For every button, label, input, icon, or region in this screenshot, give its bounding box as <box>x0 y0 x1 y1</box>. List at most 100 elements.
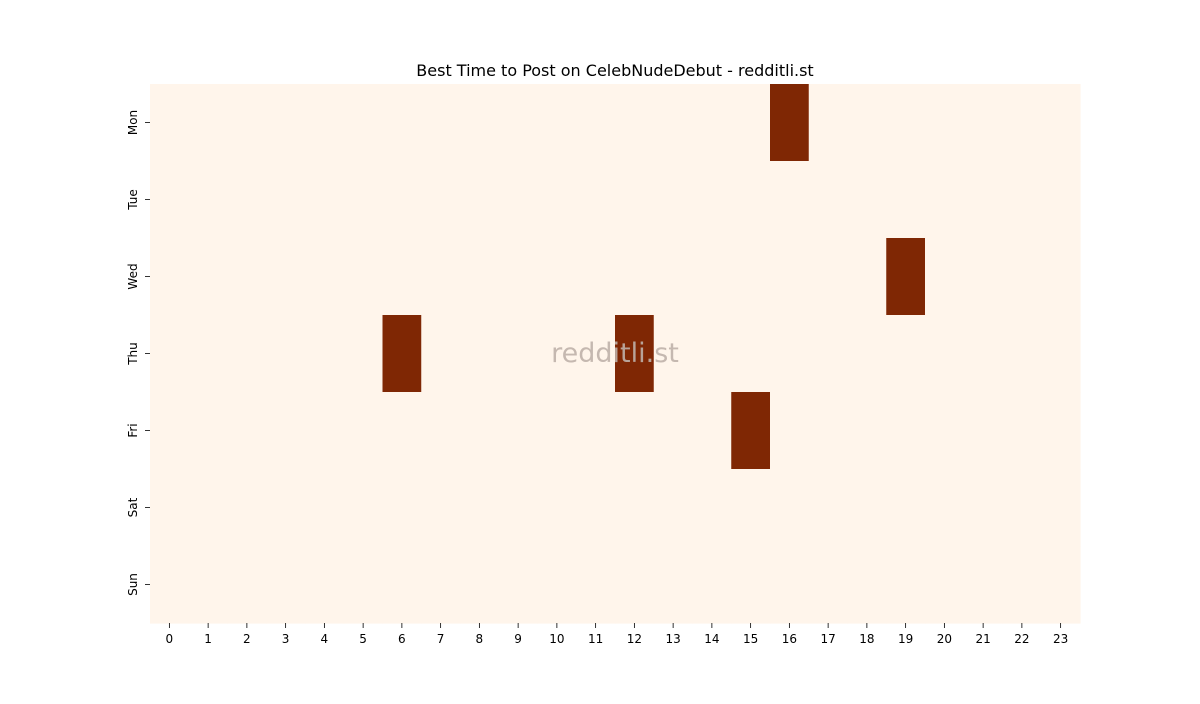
heatmap-cell-thu-18 <box>847 315 887 393</box>
heatmap-cell-wed-20 <box>925 238 965 316</box>
x-tick-label: 4 <box>321 632 329 646</box>
heatmap-cell-tue-18 <box>847 161 887 239</box>
heatmap-cell-fri-19 <box>886 392 926 470</box>
heatmap-cell-sun-14 <box>692 546 732 624</box>
heatmap-cell-mon-7 <box>421 84 461 162</box>
heatmap-cell-thu-11 <box>576 315 616 393</box>
heatmap-cell-sat-8 <box>460 469 500 547</box>
heatmap-cell-tue-13 <box>653 161 694 239</box>
heatmap-cell-sun-7 <box>421 546 461 624</box>
x-tick-label: 9 <box>514 632 522 646</box>
heatmap-cell-sun-17 <box>808 546 849 624</box>
heatmap-cell-sun-3 <box>266 546 306 624</box>
heatmap-cell-mon-20 <box>925 84 965 162</box>
heatmap-cell-sat-6 <box>382 469 422 547</box>
heatmap-cell-sun-11 <box>576 546 616 624</box>
heatmap-cell-mon-2 <box>227 84 267 162</box>
y-tick-label: Mon <box>126 110 140 135</box>
x-tick-label: 21 <box>975 632 990 646</box>
heatmap-cell-thu-10 <box>537 315 577 393</box>
heatmap-cell-sat-12 <box>615 469 655 547</box>
x-tick-label: 8 <box>476 632 484 646</box>
heatmap-cell-sun-16 <box>770 546 810 624</box>
heatmap-cell-fri-20 <box>925 392 965 470</box>
heatmap-cell-wed-2 <box>227 238 267 316</box>
heatmap-cell-tue-15 <box>731 161 771 239</box>
heatmap-cell-tue-0 <box>150 161 190 239</box>
heatmap-cell-sat-2 <box>227 469 267 547</box>
heatmap-cell-mon-5 <box>343 84 384 162</box>
heatmap-cell-sat-7 <box>421 469 461 547</box>
heatmap-cell-fri-16 <box>770 392 810 470</box>
x-tick-label: 3 <box>282 632 290 646</box>
heatmap-cell-tue-6 <box>382 161 422 239</box>
heatmap-cell-wed-1 <box>188 238 229 316</box>
heatmap-cell-fri-17 <box>808 392 849 470</box>
heatmap-cell-fri-6 <box>382 392 422 470</box>
heatmap-cell-wed-7 <box>421 238 461 316</box>
heatmap-cell-mon-23 <box>1041 84 1081 162</box>
heatmap-cell-mon-18 <box>847 84 887 162</box>
heatmap-cell-thu-2 <box>227 315 267 393</box>
heatmap-cell-fri-10 <box>537 392 577 470</box>
heatmap-cell-wed-15 <box>731 238 771 316</box>
x-tick-label: 11 <box>588 632 603 646</box>
heatmap-cell-sun-22 <box>1002 546 1042 624</box>
heatmap-cell-fri-22 <box>1002 392 1042 470</box>
heatmap-cell-mon-21 <box>963 84 1004 162</box>
heatmap-cell-fri-3 <box>266 392 306 470</box>
heatmap-cell-tue-17 <box>808 161 849 239</box>
heatmap-cell-sat-16 <box>770 469 810 547</box>
heatmap-cell-fri-15 <box>731 392 771 470</box>
heatmap-cell-mon-14 <box>692 84 732 162</box>
heatmap-cell-wed-10 <box>537 238 577 316</box>
y-tick-label: Wed <box>126 263 140 289</box>
heatmap-cell-wed-8 <box>460 238 500 316</box>
heatmap-cell-mon-6 <box>382 84 422 162</box>
heatmap-cell-mon-10 <box>537 84 577 162</box>
heatmap-cell-tue-5 <box>343 161 384 239</box>
x-tick-label: 6 <box>398 632 406 646</box>
heatmap-cell-sun-13 <box>653 546 694 624</box>
heatmap-cell-fri-13 <box>653 392 694 470</box>
heatmap-cell-wed-12 <box>615 238 655 316</box>
x-tick-label: 18 <box>859 632 874 646</box>
heatmap-cell-thu-1 <box>188 315 229 393</box>
watermark-text: redditli.st <box>551 338 679 369</box>
heatmap-cell-sun-6 <box>382 546 422 624</box>
heatmap-cell-thu-5 <box>343 315 384 393</box>
heatmap-cell-wed-6 <box>382 238 422 316</box>
y-tick-label: Thu <box>126 342 140 366</box>
x-tick-label: 2 <box>243 632 251 646</box>
heatmap-cell-thu-17 <box>808 315 849 393</box>
heatmap-cell-tue-20 <box>925 161 965 239</box>
heatmap-cell-wed-3 <box>266 238 306 316</box>
heatmap-cell-wed-0 <box>150 238 190 316</box>
x-tick-label: 10 <box>549 632 564 646</box>
heatmap-cell-sun-18 <box>847 546 887 624</box>
x-axis: 0 1 2 3 4 5 6 7 8 9 10 11 12 13 14 15 16 17 18 19 20 21 22 23 <box>166 623 1068 646</box>
heatmap-cell-fri-11 <box>576 392 616 470</box>
heatmap-cell-sat-5 <box>343 469 384 547</box>
heatmap-cell-thu-9 <box>498 315 539 393</box>
heatmap-cell-fri-18 <box>847 392 887 470</box>
heatmap-cell-sat-17 <box>808 469 849 547</box>
heatmap-cell-fri-21 <box>963 392 1004 470</box>
heatmap-cell-sun-8 <box>460 546 500 624</box>
heatmap-cell-sat-3 <box>266 469 306 547</box>
x-tick-label: 5 <box>359 632 367 646</box>
heatmap-cell-sun-12 <box>615 546 655 624</box>
y-tick-label: Tue <box>126 189 140 211</box>
heatmap-cell-sat-9 <box>498 469 539 547</box>
heatmap-cell-sun-19 <box>886 546 926 624</box>
heatmap-cell-sun-15 <box>731 546 771 624</box>
heatmap-cell-mon-22 <box>1002 84 1042 162</box>
heatmap-cell-mon-3 <box>266 84 306 162</box>
y-tick-label: Sun <box>126 573 140 596</box>
x-tick-label: 17 <box>820 632 835 646</box>
heatmap-cell-tue-19 <box>886 161 926 239</box>
x-tick-label: 0 <box>166 632 174 646</box>
heatmap-cell-fri-0 <box>150 392 190 470</box>
heatmap-cell-wed-4 <box>305 238 345 316</box>
x-tick-label: 14 <box>704 632 719 646</box>
